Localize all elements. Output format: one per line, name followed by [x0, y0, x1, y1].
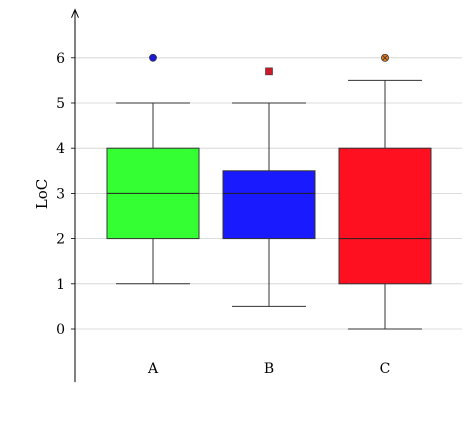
box-c	[338, 147, 432, 285]
box-b	[222, 170, 316, 240]
y-tick-label-4: 4	[56, 141, 65, 157]
y-axis-arrow	[71, 8, 79, 18]
y-tick-label-6: 6	[56, 51, 65, 67]
x-tick-label-a: A	[147, 361, 159, 377]
boxes	[106, 53, 432, 330]
outlier-b-0	[265, 67, 273, 76]
y-tick-label-1: 1	[56, 277, 65, 293]
x-tick-label-b: B	[264, 361, 274, 377]
y-tick-label-0: 0	[56, 322, 65, 338]
y-axis-label: LoC	[33, 179, 51, 209]
y-tick-label-5: 5	[56, 96, 65, 112]
outlier-a-0	[149, 53, 157, 62]
x-tick-label-c: C	[380, 361, 391, 377]
axes: 0 1 2 3 4 5 6 A B C	[56, 8, 391, 383]
y-tick-label-3: 3	[56, 186, 65, 202]
y-tick-label-2: 2	[56, 232, 65, 248]
outlier-cross-c-0	[382, 55, 388, 61]
